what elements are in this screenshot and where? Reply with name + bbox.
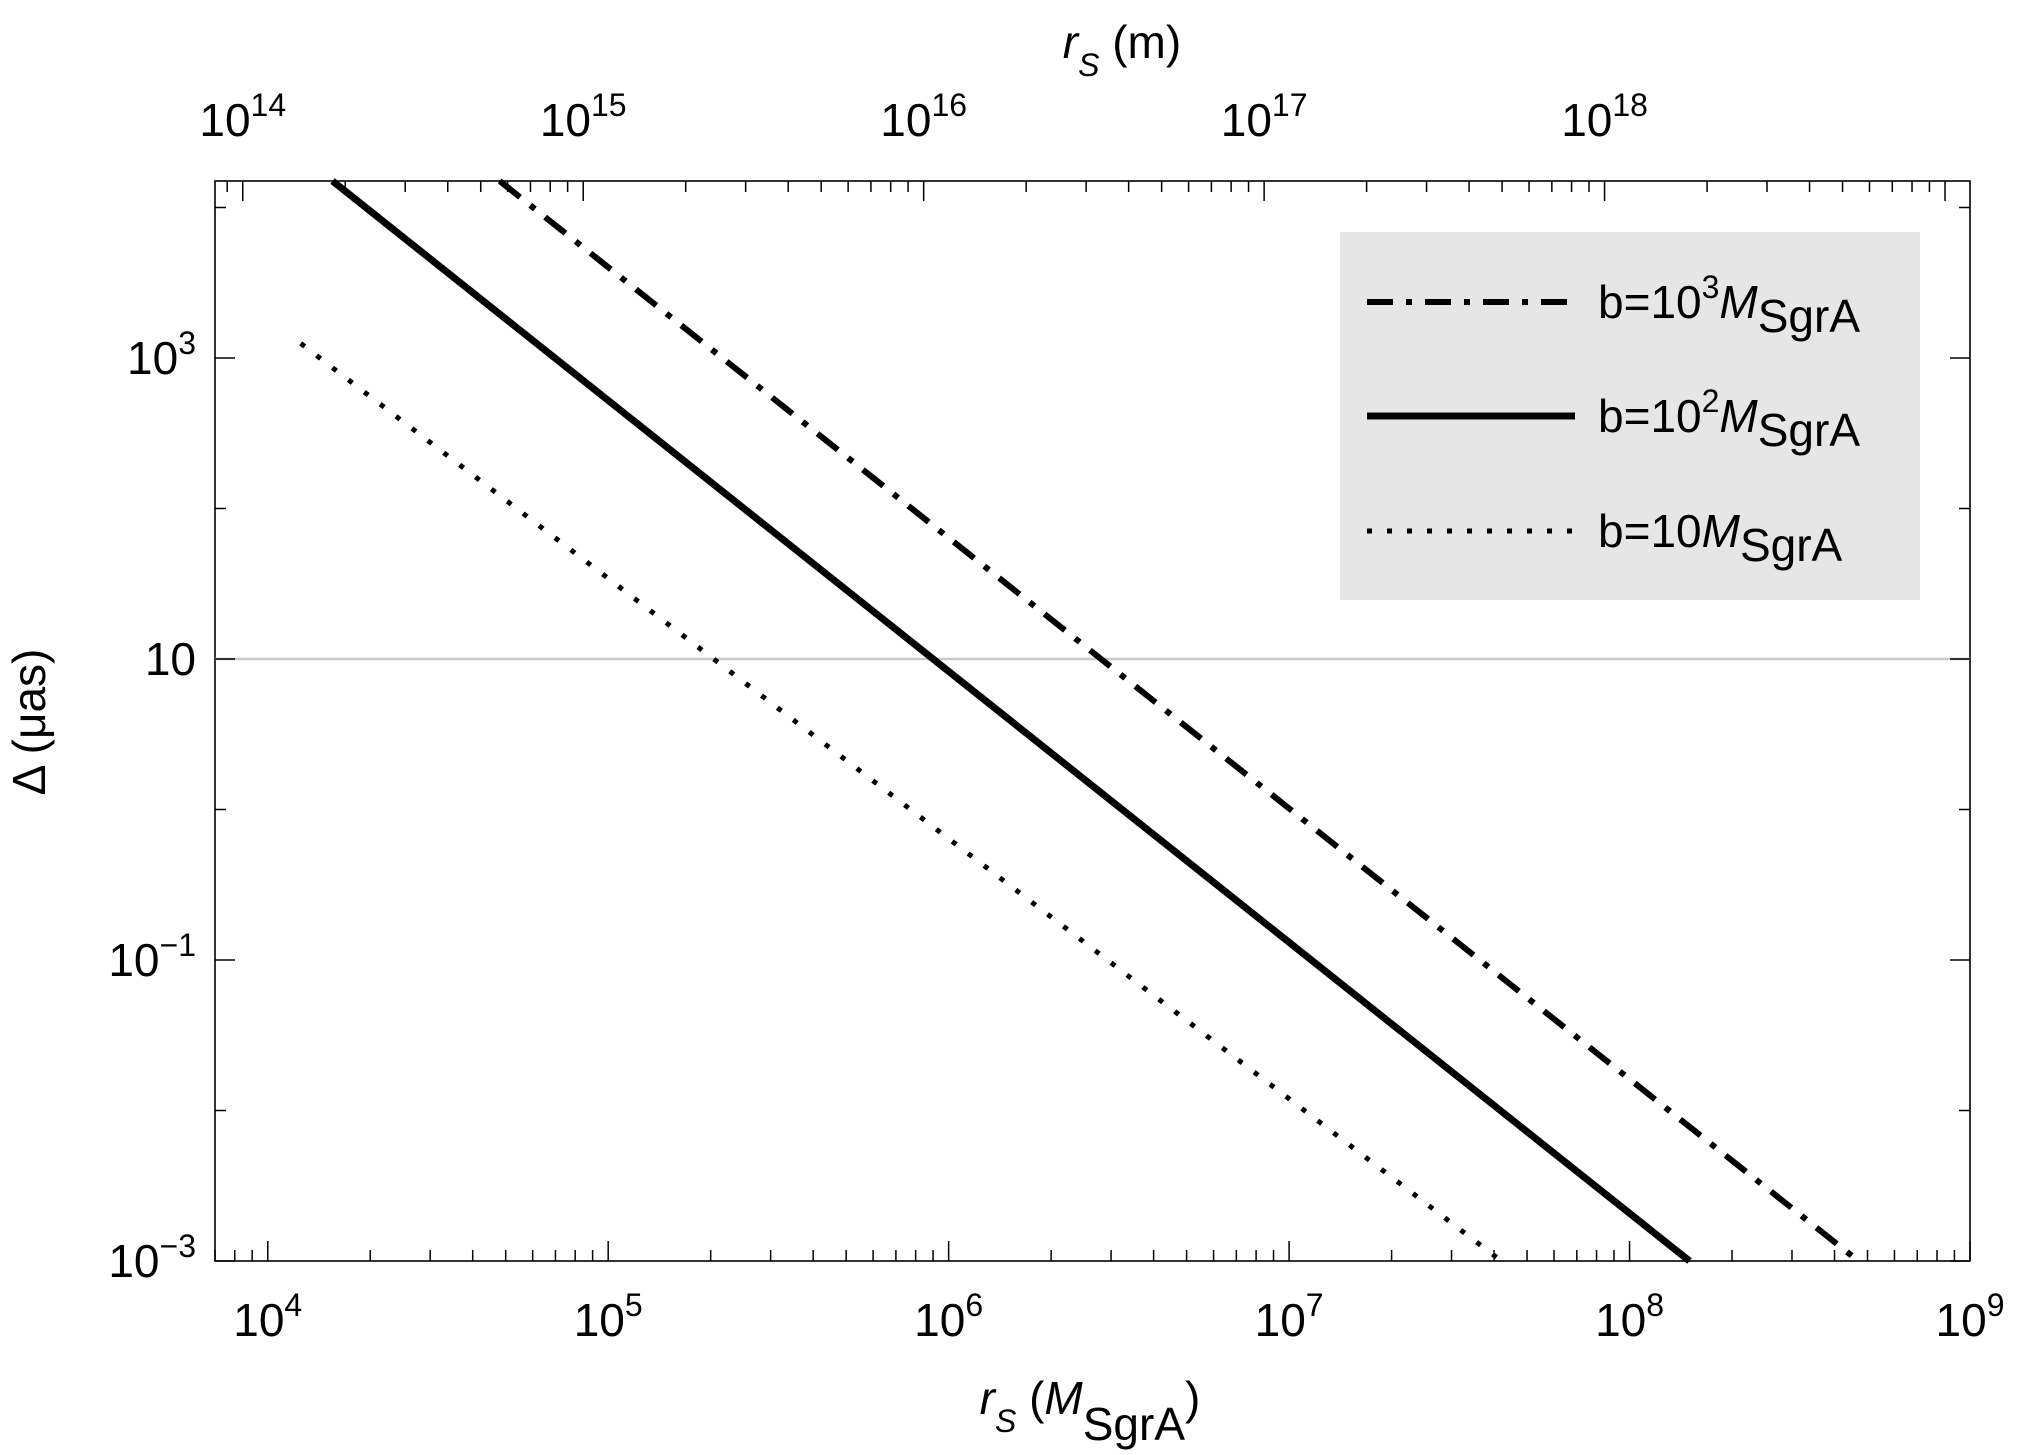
- x-axis-title: rS (MSgrA): [980, 1372, 1201, 1450]
- x-tick-label: 107: [1255, 1287, 1324, 1346]
- y-tick-label: 10−1: [108, 927, 196, 986]
- legend-label: b=10MSgrA: [1598, 505, 1843, 571]
- x2-tick-label: 1016: [880, 87, 967, 146]
- y-axis-title: Δ (μas): [3, 649, 55, 796]
- x2-tick-label: 1018: [1561, 87, 1648, 146]
- series-line-solid: [330, 178, 1692, 1264]
- x-tick-label: 106: [914, 1287, 983, 1346]
- x2-tick-label: 1017: [1221, 87, 1308, 146]
- x-tick-label: 109: [1936, 1287, 2005, 1346]
- y-tick-label: 10−3: [108, 1228, 196, 1287]
- x2-tick-label: 1014: [199, 87, 286, 146]
- legend-label: b=102MSgrA: [1598, 383, 1860, 456]
- x-tick-label: 108: [1595, 1287, 1664, 1346]
- y-tick-label: 103: [127, 325, 196, 384]
- x-tick-label: 104: [233, 1287, 302, 1346]
- x2-tick-label: 1015: [540, 87, 627, 146]
- plot-frame: [214, 180, 1971, 1262]
- x2-axis-title: rS (m): [1063, 16, 1181, 83]
- x-tick-label: 105: [574, 1287, 643, 1346]
- series-line-dotted: [299, 341, 1503, 1263]
- legend-label: b=103MSgrA: [1598, 269, 1860, 342]
- y-tick-label: 10: [145, 633, 196, 685]
